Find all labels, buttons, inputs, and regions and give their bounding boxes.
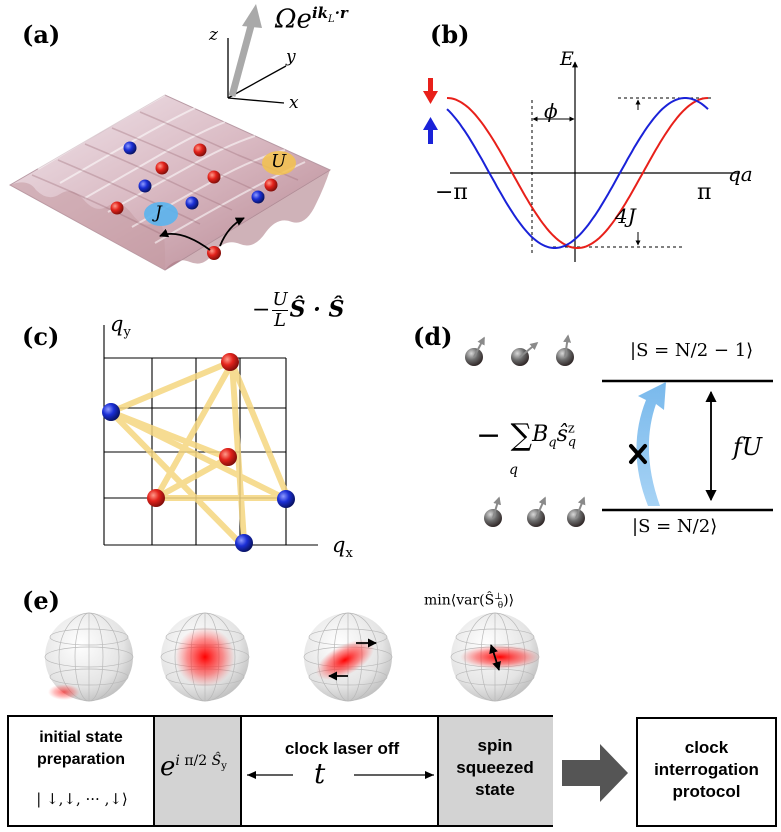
atom-blue <box>138 179 152 193</box>
atom-red <box>193 143 207 157</box>
gap-label: fU <box>733 433 763 461</box>
phase-phi-label: ϕ <box>544 99 558 123</box>
bandwidth-label: 4J <box>615 204 636 228</box>
atom-blue <box>277 490 295 508</box>
tick-neg-pi: −π <box>435 180 468 205</box>
spin-down-arrow <box>423 78 438 104</box>
field-hamiltonian: − ∑Bqŝzq <box>476 418 577 453</box>
initial-state-label: initial state preparation <box>36 729 125 768</box>
J-bubble <box>144 202 178 226</box>
clock-protocol-label: clock interrogation protocol <box>654 738 759 801</box>
atom-blue <box>185 196 199 210</box>
hop-arrow-left <box>159 228 211 251</box>
axis-x-label: x <box>289 93 299 113</box>
spin-up-arrow <box>423 117 438 144</box>
coordinate-axes <box>227 38 287 104</box>
axis-z-label: z <box>209 25 218 45</box>
qx-axis-label: qx <box>332 533 353 562</box>
atom-red <box>207 170 221 184</box>
spin-arrow <box>519 341 539 358</box>
rotation-operator: ei π/2 Ŝy <box>160 752 227 782</box>
c-hamiltonian: − U L Ŝ · Ŝ <box>252 289 345 331</box>
dispersion-curve-down <box>446 97 709 250</box>
U-bubble <box>262 151 296 175</box>
bloch-sphere-4 <box>450 612 540 702</box>
atom-red <box>155 161 169 175</box>
spin-arrow <box>575 496 586 519</box>
atom-red <box>219 448 237 466</box>
spin-arrow <box>473 336 485 358</box>
blocked-cross <box>629 444 647 464</box>
laser-arrow <box>228 21 256 97</box>
spin-ensemble-top <box>465 334 574 366</box>
atom-red <box>221 353 239 371</box>
min-variance-label: min⟨var(Ŝ⊥θ)⟩ <box>424 592 515 612</box>
bloch-sphere-2 <box>160 612 250 702</box>
atom-red <box>110 201 124 215</box>
upper-state-label: |S = N/2 − 1⟩ <box>630 340 754 361</box>
tick-pi: π <box>697 180 712 205</box>
panel-d-label: (d) <box>413 322 453 351</box>
spin-arrow <box>535 496 547 519</box>
momentum-atoms <box>102 353 295 552</box>
interaction-U-label: U <box>271 151 287 172</box>
spin-arrow <box>563 334 572 358</box>
optical-lattice-surface <box>8 94 332 271</box>
laser-arrowhead <box>242 4 262 28</box>
sum-index: q <box>509 462 518 478</box>
atom-blue <box>102 403 120 421</box>
laser-drive-label: ΩeikL·r <box>275 4 348 35</box>
dispersion-plot <box>446 61 740 262</box>
dispersion-curve-up <box>446 97 709 249</box>
qy-axis-label: qy <box>110 312 131 341</box>
atom-blue <box>251 190 265 204</box>
rotation-box <box>153 717 242 825</box>
hop-arrow-right <box>219 217 245 247</box>
momentum-axis-label: qa <box>728 162 753 186</box>
squeezed-state-box <box>437 717 553 825</box>
tunneling-J-label: J <box>155 203 162 223</box>
panel-e-label: (e) <box>22 586 60 615</box>
atom-red <box>207 246 221 260</box>
energy-axis-label: E <box>560 48 574 70</box>
blocked-transition-arrow <box>636 382 666 506</box>
clock-protocol-box <box>636 717 777 827</box>
laser-off-label: clock laser off <box>284 739 400 758</box>
squeezed-state-label: spin squeezed state <box>456 736 534 799</box>
axis-y-label: y <box>286 47 296 67</box>
bloch-sphere-1 <box>44 612 134 702</box>
initial-ket: | ↓,↓, ··· ,↓⟩ <box>36 790 128 808</box>
atom-red <box>147 489 165 507</box>
atom-red <box>264 178 278 192</box>
time-label: t <box>314 757 326 790</box>
flow-arrow <box>562 744 628 802</box>
bloch-sphere-3 <box>303 612 393 702</box>
lower-state-label: |S = N/2⟩ <box>632 516 718 537</box>
spin-ensemble-bottom <box>484 496 586 527</box>
energy-levels <box>602 379 773 512</box>
spin-arrow <box>492 496 501 519</box>
panel-c-label: (c) <box>22 322 60 351</box>
lattice-atoms <box>110 141 278 260</box>
panel-b-label: (b) <box>430 20 470 49</box>
atom-blue <box>235 534 253 552</box>
coupling-bands <box>108 360 291 546</box>
panel-a-label: (a) <box>22 20 61 49</box>
atom-blue <box>123 141 137 155</box>
